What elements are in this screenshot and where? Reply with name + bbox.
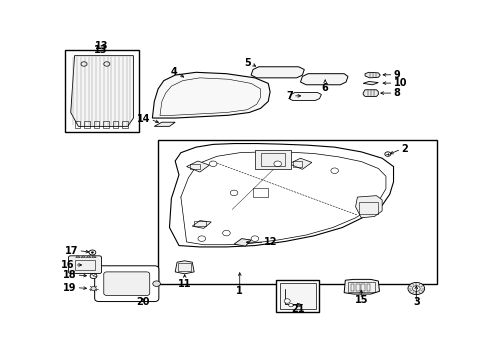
Bar xyxy=(113,121,118,128)
Text: 3: 3 xyxy=(413,297,420,307)
Circle shape xyxy=(209,161,217,167)
Polygon shape xyxy=(289,158,312,169)
Text: 5: 5 xyxy=(245,58,251,68)
Text: 10: 10 xyxy=(393,78,407,88)
Bar xyxy=(367,284,370,291)
Circle shape xyxy=(385,152,391,156)
Bar xyxy=(351,284,354,291)
Polygon shape xyxy=(81,256,86,257)
Text: 2: 2 xyxy=(401,144,408,154)
Circle shape xyxy=(91,252,94,253)
Bar xyxy=(190,164,200,169)
Polygon shape xyxy=(365,72,380,78)
Bar xyxy=(255,150,291,169)
Polygon shape xyxy=(234,239,251,246)
Circle shape xyxy=(198,236,206,242)
Bar xyxy=(65,50,139,132)
Bar xyxy=(122,121,128,128)
Bar xyxy=(194,221,206,226)
Text: 18: 18 xyxy=(63,270,76,280)
Text: 20: 20 xyxy=(136,297,149,307)
Polygon shape xyxy=(344,279,379,294)
Polygon shape xyxy=(356,195,382,218)
Text: 1: 1 xyxy=(236,286,243,296)
Text: 8: 8 xyxy=(393,88,400,98)
Polygon shape xyxy=(71,56,133,126)
Bar xyxy=(293,161,302,167)
Circle shape xyxy=(284,299,290,303)
Polygon shape xyxy=(86,256,91,257)
Text: 12: 12 xyxy=(265,237,278,247)
Circle shape xyxy=(331,168,339,174)
Text: 6: 6 xyxy=(322,84,329,93)
Polygon shape xyxy=(175,261,194,274)
Bar xyxy=(158,140,437,284)
Bar xyxy=(359,202,378,214)
Text: 17: 17 xyxy=(65,246,78,256)
Polygon shape xyxy=(75,256,80,257)
Text: 4: 4 xyxy=(171,67,177,77)
Polygon shape xyxy=(192,221,211,228)
Circle shape xyxy=(413,286,420,291)
Circle shape xyxy=(251,236,259,242)
Polygon shape xyxy=(363,81,378,85)
Polygon shape xyxy=(289,93,321,100)
Circle shape xyxy=(153,281,160,287)
Text: 19: 19 xyxy=(63,283,76,293)
Circle shape xyxy=(90,274,97,279)
FancyBboxPatch shape xyxy=(95,266,159,302)
Text: 13: 13 xyxy=(96,41,109,51)
Polygon shape xyxy=(92,256,96,257)
Bar xyxy=(276,280,319,312)
Bar xyxy=(253,188,268,197)
Text: 14: 14 xyxy=(137,114,150,125)
Text: 13: 13 xyxy=(95,45,108,55)
Circle shape xyxy=(91,287,96,291)
Polygon shape xyxy=(170,144,393,247)
Polygon shape xyxy=(251,67,304,78)
Text: 16: 16 xyxy=(61,260,74,270)
Circle shape xyxy=(274,161,282,167)
Text: 7: 7 xyxy=(286,91,293,101)
Polygon shape xyxy=(363,90,378,96)
Bar xyxy=(348,283,375,292)
Bar xyxy=(74,260,96,270)
Circle shape xyxy=(230,190,238,195)
Circle shape xyxy=(222,230,230,236)
Polygon shape xyxy=(154,122,175,126)
Text: 21: 21 xyxy=(291,304,305,314)
Polygon shape xyxy=(152,72,270,118)
FancyBboxPatch shape xyxy=(69,256,101,274)
Bar xyxy=(178,263,191,271)
Bar xyxy=(84,121,90,128)
Bar xyxy=(94,121,99,128)
Bar xyxy=(361,284,365,291)
Circle shape xyxy=(89,250,96,255)
Bar xyxy=(261,153,285,166)
Text: 11: 11 xyxy=(178,279,192,289)
Circle shape xyxy=(408,283,425,294)
Bar xyxy=(74,121,80,128)
Circle shape xyxy=(296,303,301,307)
Polygon shape xyxy=(300,74,348,85)
Text: 15: 15 xyxy=(354,294,368,305)
Text: 9: 9 xyxy=(393,70,400,80)
FancyBboxPatch shape xyxy=(104,272,150,296)
Circle shape xyxy=(289,303,294,307)
Polygon shape xyxy=(187,161,209,172)
Bar xyxy=(356,284,360,291)
Bar xyxy=(103,121,109,128)
FancyBboxPatch shape xyxy=(280,283,316,309)
